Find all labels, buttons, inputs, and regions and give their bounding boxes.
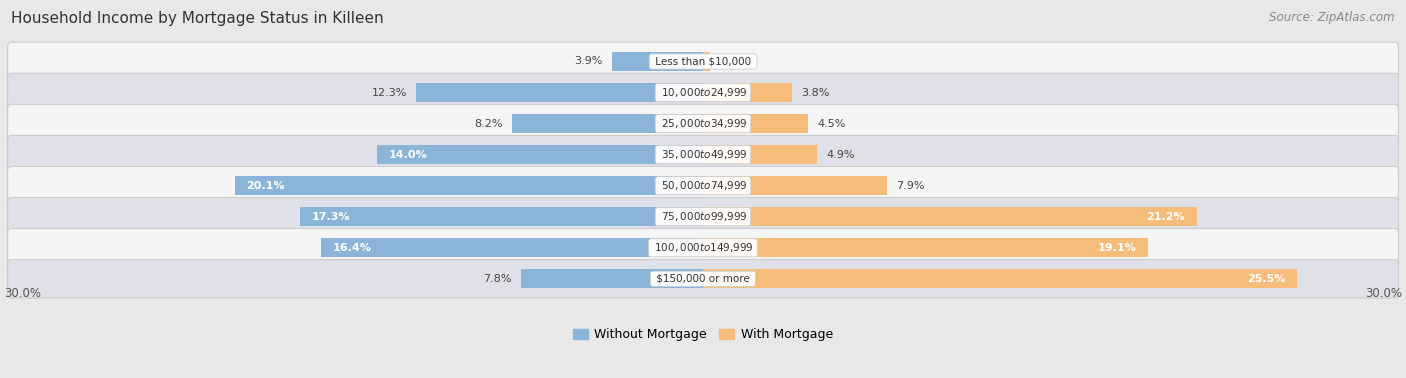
FancyBboxPatch shape <box>7 229 1399 267</box>
Bar <box>235 176 703 195</box>
Text: 14.0%: 14.0% <box>388 150 427 160</box>
Text: $75,000 to $99,999: $75,000 to $99,999 <box>658 210 748 223</box>
Bar <box>703 238 1147 257</box>
FancyBboxPatch shape <box>7 104 1399 143</box>
Text: 21.2%: 21.2% <box>1146 212 1185 222</box>
Text: 3.8%: 3.8% <box>801 88 830 98</box>
Text: $50,000 to $74,999: $50,000 to $74,999 <box>658 179 748 192</box>
Bar <box>703 269 1296 288</box>
Bar <box>512 114 703 133</box>
Text: Less than $10,000: Less than $10,000 <box>652 56 754 67</box>
Text: 12.3%: 12.3% <box>371 88 408 98</box>
Text: Household Income by Mortgage Status in Killeen: Household Income by Mortgage Status in K… <box>11 11 384 26</box>
Bar <box>703 145 817 164</box>
Bar <box>703 176 887 195</box>
Text: $35,000 to $49,999: $35,000 to $49,999 <box>658 148 748 161</box>
Text: 0.32%: 0.32% <box>720 56 755 67</box>
Text: 4.9%: 4.9% <box>827 150 855 160</box>
Bar <box>522 269 703 288</box>
Legend: Without Mortgage, With Mortgage: Without Mortgage, With Mortgage <box>568 323 838 346</box>
Text: $25,000 to $34,999: $25,000 to $34,999 <box>658 117 748 130</box>
FancyBboxPatch shape <box>7 73 1399 112</box>
Text: 7.9%: 7.9% <box>897 181 925 191</box>
FancyBboxPatch shape <box>7 197 1399 236</box>
Text: $150,000 or more: $150,000 or more <box>652 274 754 284</box>
FancyBboxPatch shape <box>7 135 1399 174</box>
Bar <box>703 83 792 102</box>
Bar <box>612 52 703 71</box>
Text: $100,000 to $149,999: $100,000 to $149,999 <box>651 241 755 254</box>
Bar <box>321 238 703 257</box>
FancyBboxPatch shape <box>7 166 1399 205</box>
Text: 19.1%: 19.1% <box>1098 243 1136 253</box>
Bar <box>703 52 710 71</box>
Text: 4.5%: 4.5% <box>817 119 845 129</box>
FancyBboxPatch shape <box>7 260 1399 298</box>
Text: 30.0%: 30.0% <box>4 287 41 300</box>
Bar <box>299 207 703 226</box>
Text: 30.0%: 30.0% <box>1365 287 1402 300</box>
Text: 17.3%: 17.3% <box>312 212 350 222</box>
Text: 20.1%: 20.1% <box>246 181 285 191</box>
Bar <box>703 207 1197 226</box>
Bar <box>416 83 703 102</box>
Bar <box>703 114 808 133</box>
Text: 8.2%: 8.2% <box>474 119 503 129</box>
Text: 7.8%: 7.8% <box>484 274 512 284</box>
FancyBboxPatch shape <box>7 42 1399 81</box>
Text: Source: ZipAtlas.com: Source: ZipAtlas.com <box>1270 11 1395 24</box>
Text: $10,000 to $24,999: $10,000 to $24,999 <box>658 86 748 99</box>
Text: 25.5%: 25.5% <box>1247 274 1285 284</box>
Text: 3.9%: 3.9% <box>575 56 603 67</box>
Text: 16.4%: 16.4% <box>333 243 371 253</box>
Bar <box>377 145 703 164</box>
